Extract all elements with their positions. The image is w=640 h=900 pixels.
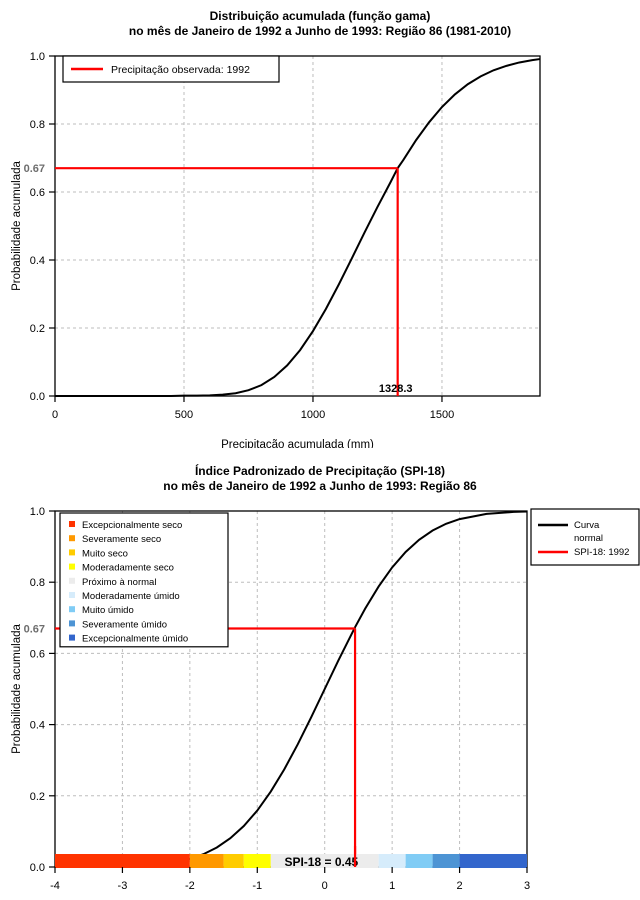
legend-box [59,512,229,648]
x-tick-label: 1 [389,880,395,892]
x-tick-label: 3 [524,880,530,892]
spi-bar-segment [270,854,379,868]
legend-spi-label: SPI-18: 1992 [574,547,629,558]
spi-category-legend: Excepcionalmente seco Severamente seco Mui… [59,512,229,648]
legend-color-swatch [69,563,75,570]
y-axis-title: Probabilidade acumulada [11,624,23,754]
legend-color-swatch [69,521,75,527]
y-tick-label: 0.6 [30,648,45,660]
axes: 0.0 0.2 0.4 0.6 0.8 1.0 0.67 -4 -3 -2 -1 0 1 2 3 [24,506,530,892]
spi-bar-segment [459,854,527,868]
panel2-title-line2: no mês de Janeiro de 1992 a Junho de 199… [163,479,477,493]
y-tick-label: 0.8 [30,577,45,589]
legend-color-swatch [69,592,75,598]
legend-category-label: Muito seco [82,548,128,559]
panel1-title-line2: no mês de Janeiro de 1992 a Junho de 199… [128,24,512,38]
spi-bar-segment [432,854,460,868]
y-tick-label: 0.4 [30,720,45,732]
x-tick-label: 500 [175,409,193,421]
legend-color-swatch [69,549,75,556]
x-tick-label: 2 [457,880,463,892]
spi-bar-segment [405,854,433,868]
spi-bar-segment [55,854,190,868]
curve-legend: Curva normal SPI-18: 1992 [530,508,640,566]
y-tick-label: 1.0 [30,506,45,518]
spi-normal-svg: SPI-18 = 0.45 0.0 0.2 0.4 0.6 0.8 1.0 0.67 -4 -3 -… [11,506,640,892]
x-tick-label: 0 [52,409,58,421]
y-axis-title: Probabilidade acumulada [11,161,23,291]
panel2-title: Índice Padronizado de Precipitação (SPI-… [0,450,640,494]
gamma-cdf-panel: Distribuição acumulada (função gama) no … [0,0,640,448]
marker-value-label: 1328.3 [379,383,413,395]
legend-category-label: Muito úmido [82,605,134,616]
legend-color-swatch [69,606,75,613]
x-tick-label: -3 [118,880,128,892]
panel1-title-line1: Distribuição acumulada (função gama) [209,9,431,23]
x-tick-label: -4 [50,880,60,892]
observed-marker: 1328.3 [55,167,413,396]
y-tick-label: 1.0 [30,51,45,63]
legend-curva-normal-line2: normal [574,533,603,544]
y-tick-label: 0.0 [30,862,45,874]
panel2-plot: SPI-18 = 0.45 0.0 0.2 0.4 0.6 0.8 1.0 0.67 -4 -3 -… [0,493,640,898]
panel2-title-line1: Índice Padronizado de Precipitação (SPI-… [194,464,446,478]
spi-bar-segment [378,854,406,868]
legend-category-label: Moderadamente seco [82,563,174,574]
gridlines [54,56,541,396]
spi-bar-label: SPI-18 = 0.45 [284,855,358,869]
y-tick-label: 0.6 [30,187,45,199]
spi-color-bar: SPI-18 = 0.45 [55,854,527,869]
legend-category-label: Excepcionalmente úmido [82,634,188,645]
x-tick-label: 1500 [430,409,454,421]
plot-frame [54,55,541,397]
legend-category-label: Severamente úmido [82,619,167,630]
legend-category-label: Próximo à normal [82,577,156,588]
y-tick-label: 0.4 [30,255,45,267]
legend-label: Precipitação observada: 1992 [111,64,250,76]
y-marker-label: 0.67 [24,163,45,175]
spi-bar-segment [223,854,244,868]
legend-box [530,508,640,566]
spi-marker [55,627,357,867]
gamma-cdf-curve [55,58,541,397]
spi-normal-panel: Índice Padronizado de Precipitação (SPI-… [0,450,640,900]
panel1-title: Distribuição acumulada (função gama) no … [0,0,640,39]
x-tick-label: 0 [322,880,328,892]
legend-curva-normal-line1: Curva [574,520,600,531]
gamma-cdf-svg: 1328.3 0.0 0.2 0.4 0.6 0.8 1.0 0.67 0 500 1000 1500… [11,51,541,448]
y-tick-label: 0.2 [30,791,45,803]
y-marker-label: 0.67 [24,623,45,635]
legend-color-swatch [69,634,75,641]
panel1-plot: 1328.3 0.0 0.2 0.4 0.6 0.8 1.0 0.67 0 500 1000 1500… [0,38,640,448]
legend-category-label: Excepcionalmente seco [82,520,182,531]
x-axis-title: Precipitação acumulada (mm) [221,439,374,448]
x-tick-label: -1 [252,880,262,892]
legend-category-label: Severamente seco [82,534,161,545]
panel1-legend: Precipitação observada: 1992 [62,55,280,83]
y-tick-label: 0.0 [30,391,45,403]
legend-color-swatch [69,620,75,627]
y-tick-label: 0.2 [30,323,45,335]
spi-bar-segment [189,854,224,868]
legend-color-swatch [69,577,75,584]
legend-category-label: Moderadamente úmido [82,591,180,602]
axes: 0.0 0.2 0.4 0.6 0.8 1.0 0.67 0 500 1000 1500 [24,51,455,421]
y-tick-label: 0.8 [30,119,45,131]
spi-bar-segment [243,854,271,868]
x-tick-label: -2 [185,880,195,892]
x-tick-label: 1000 [301,409,325,421]
legend-color-swatch [69,535,75,542]
